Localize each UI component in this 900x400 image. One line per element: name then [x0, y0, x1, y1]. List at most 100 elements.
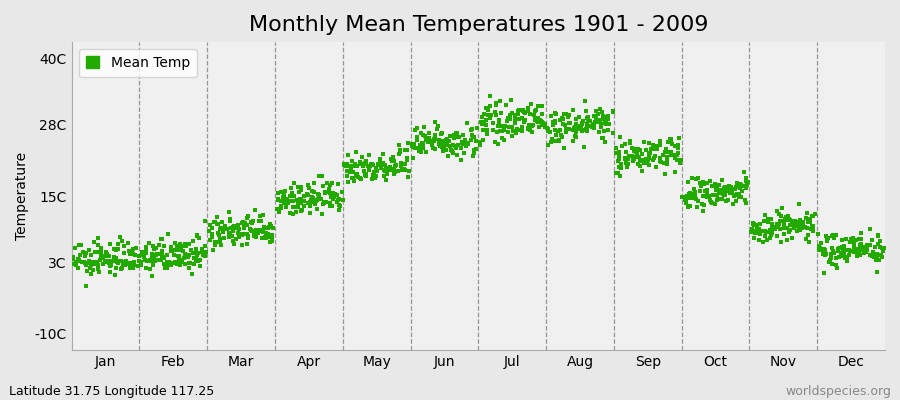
- Point: [129, 244, 143, 251]
- Point: [771, 211, 786, 218]
- Point: [825, 248, 840, 255]
- Point: [854, 241, 868, 247]
- Point: [257, 224, 272, 231]
- Point: [475, 127, 490, 133]
- Point: [546, 122, 561, 128]
- Point: [368, 174, 382, 181]
- Point: [555, 114, 570, 121]
- Point: [188, 255, 202, 262]
- Point: [783, 216, 797, 223]
- Point: [464, 127, 478, 133]
- Point: [185, 271, 200, 278]
- Point: [357, 172, 372, 178]
- Point: [695, 201, 709, 208]
- Point: [760, 216, 775, 222]
- Point: [389, 162, 403, 168]
- Point: [602, 121, 616, 128]
- Point: [428, 136, 443, 142]
- Point: [307, 189, 321, 196]
- Point: [806, 228, 820, 234]
- Point: [358, 160, 373, 166]
- Point: [362, 166, 376, 173]
- Point: [398, 160, 412, 167]
- Point: [866, 253, 880, 260]
- Point: [856, 244, 870, 250]
- Point: [346, 178, 361, 184]
- Point: [696, 179, 710, 185]
- Point: [380, 170, 394, 176]
- Point: [774, 239, 788, 246]
- Point: [432, 140, 446, 147]
- Point: [860, 242, 875, 248]
- Point: [94, 245, 108, 252]
- Point: [302, 202, 317, 209]
- Point: [444, 146, 458, 153]
- Point: [417, 123, 431, 130]
- Point: [562, 120, 576, 126]
- Point: [388, 168, 402, 175]
- Point: [214, 241, 229, 248]
- Point: [95, 255, 110, 262]
- Point: [436, 143, 451, 149]
- Point: [612, 149, 626, 155]
- Point: [719, 198, 733, 204]
- Point: [817, 246, 832, 252]
- Point: [115, 265, 130, 272]
- Point: [95, 260, 110, 267]
- Point: [734, 194, 749, 200]
- Point: [332, 202, 347, 208]
- Point: [286, 193, 301, 199]
- Point: [161, 231, 176, 238]
- Point: [458, 140, 473, 146]
- Point: [587, 120, 601, 127]
- Point: [759, 228, 773, 235]
- Point: [566, 138, 580, 144]
- Point: [405, 143, 419, 149]
- Point: [128, 252, 142, 258]
- Point: [285, 190, 300, 196]
- Point: [628, 149, 643, 156]
- Point: [649, 164, 663, 171]
- Point: [620, 156, 634, 162]
- Point: [800, 210, 814, 216]
- Point: [588, 125, 602, 131]
- Point: [457, 150, 472, 156]
- Point: [807, 211, 822, 217]
- Point: [414, 130, 428, 136]
- Point: [762, 227, 777, 233]
- Point: [369, 165, 383, 171]
- Point: [393, 163, 408, 169]
- Point: [823, 256, 837, 263]
- Point: [372, 160, 386, 167]
- Point: [785, 218, 799, 224]
- Point: [697, 181, 711, 187]
- Point: [378, 162, 392, 168]
- Point: [191, 258, 205, 265]
- Point: [159, 265, 174, 272]
- Point: [353, 160, 367, 167]
- Point: [238, 220, 252, 226]
- Point: [72, 257, 86, 264]
- Point: [392, 147, 407, 154]
- Point: [706, 192, 720, 198]
- Point: [518, 118, 532, 125]
- Point: [166, 260, 180, 266]
- Point: [318, 190, 332, 196]
- Point: [770, 233, 785, 240]
- Point: [365, 174, 380, 181]
- Point: [688, 188, 703, 195]
- Point: [740, 182, 754, 188]
- Point: [729, 192, 743, 198]
- Point: [569, 116, 583, 122]
- Point: [291, 204, 305, 210]
- Point: [456, 132, 471, 138]
- Point: [460, 141, 474, 148]
- Point: [366, 169, 381, 175]
- Point: [846, 238, 860, 245]
- Point: [360, 162, 374, 169]
- Point: [137, 254, 151, 261]
- Point: [71, 265, 86, 271]
- Point: [765, 226, 779, 233]
- Point: [535, 111, 549, 117]
- Point: [301, 200, 315, 206]
